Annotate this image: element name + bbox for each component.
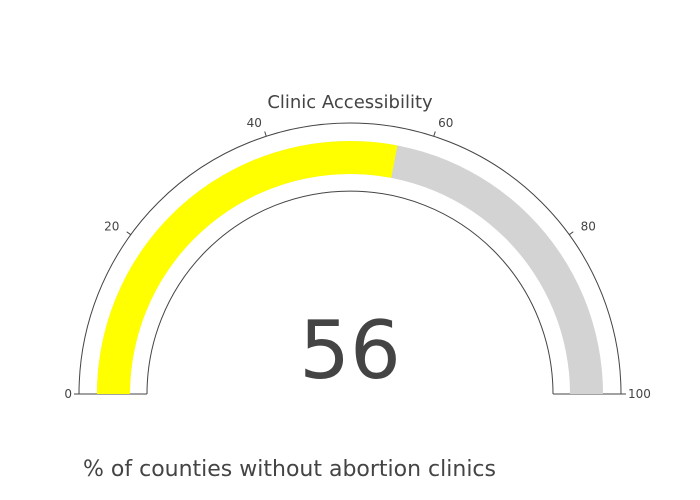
tick-label-100: 100 <box>628 387 651 401</box>
tick-label-0: 0 <box>64 387 72 401</box>
gauge-ticks: 0 20 40 60 80 100 <box>64 116 651 401</box>
gauge-caption: % of counties without abortion clinics <box>83 457 496 482</box>
gauge-inner-border <box>146 190 554 395</box>
tick-label-80: 80 <box>581 219 596 233</box>
tick-mark-80 <box>568 231 574 236</box>
tick-mark-40 <box>264 131 267 137</box>
tick-label-60: 60 <box>438 116 453 130</box>
tick-mark-20 <box>126 231 132 236</box>
gauge-title: Clinic Accessibility <box>267 92 433 113</box>
tick-mark-60 <box>433 131 436 137</box>
tick-label-20: 20 <box>104 219 119 233</box>
tick-label-40: 40 <box>247 116 262 130</box>
gauge-value-band <box>97 141 398 394</box>
gauge-value: 56 <box>299 304 401 397</box>
